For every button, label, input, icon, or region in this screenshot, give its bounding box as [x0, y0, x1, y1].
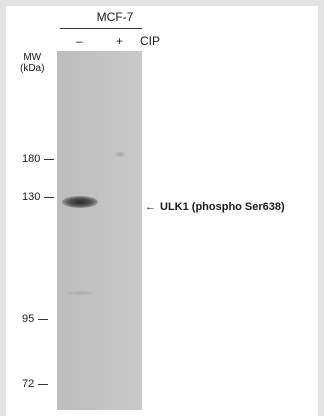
faint-band-lane-2: [115, 152, 125, 157]
target-annotation: ← ULK1 (phospho Ser638): [145, 201, 285, 213]
mw-marker-tick: [44, 196, 55, 198]
mw-marker-label: 180: [22, 153, 41, 165]
mw-marker-95: 95: [22, 313, 58, 325]
lane-1-label: –: [76, 34, 83, 48]
mw-label-line1: MW: [23, 52, 42, 63]
blot-membrane: [57, 51, 142, 410]
faint-band-lane-1: [67, 291, 95, 295]
mw-axis-label: MW (kDa): [20, 52, 44, 74]
mw-marker-label: 72: [22, 378, 35, 390]
target-label: ULK1 (phospho Ser638): [160, 201, 285, 213]
cell-line-label: MCF-7: [96, 10, 134, 24]
mw-marker-tick: [44, 158, 55, 160]
mw-marker-label: 130: [22, 191, 41, 203]
mw-marker-130: 130: [22, 191, 58, 203]
cell-line-underline: [60, 28, 142, 29]
mw-label-line2: (kDa): [20, 63, 45, 74]
ulk1-band: [62, 196, 98, 208]
treatment-label: CIP: [140, 34, 161, 48]
mw-marker-label: 95: [22, 313, 35, 325]
mw-marker-180: 180: [22, 153, 58, 165]
mw-marker-72: 72: [22, 378, 58, 390]
lane-2-label: +: [116, 34, 124, 48]
mw-marker-tick: [38, 318, 49, 320]
left-arrow-icon: ←: [145, 201, 156, 213]
mw-marker-tick: [38, 383, 49, 385]
